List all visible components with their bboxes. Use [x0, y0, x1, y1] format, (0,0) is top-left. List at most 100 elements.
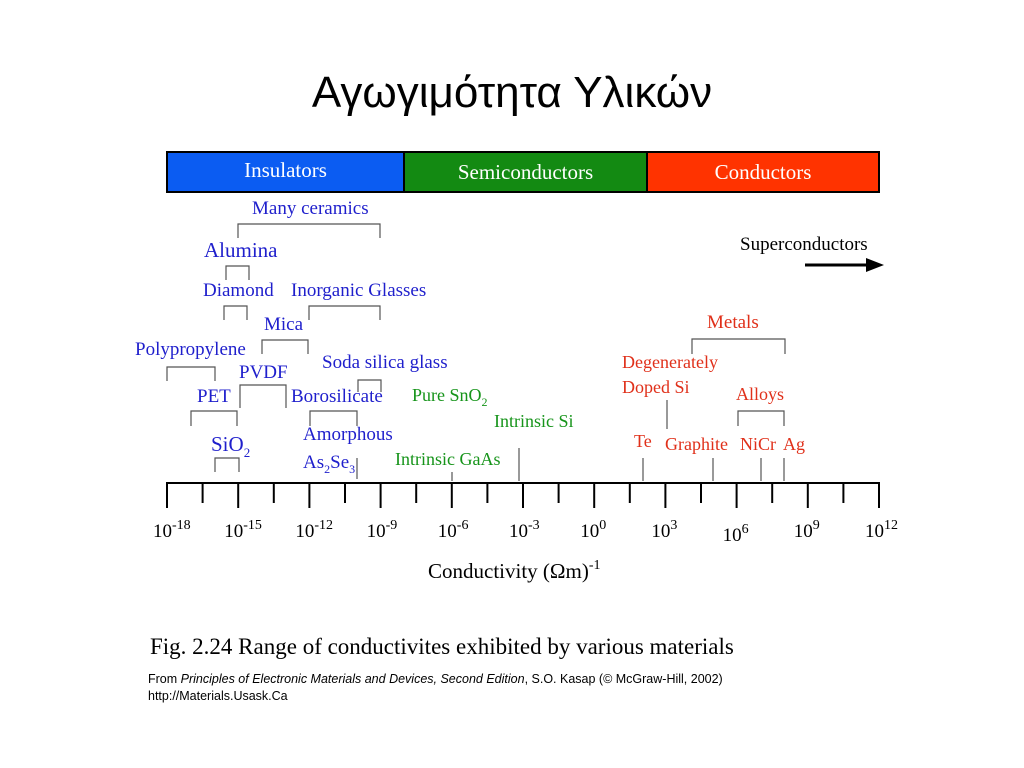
bracket-pvdf — [239, 384, 287, 408]
conductor-brackets — [642, 338, 786, 481]
axis-tick-base: 10 — [224, 521, 243, 542]
label-as2se3: As2Se3 — [303, 452, 355, 476]
label-metals: Metals — [707, 312, 759, 333]
axis-tick-base: 10 — [367, 521, 386, 542]
axis-tick-base: 10 — [438, 521, 457, 542]
label-pet: PET — [197, 386, 231, 407]
axis-tick-base: 10 — [153, 521, 172, 542]
axis-tick-label: 109 — [794, 518, 820, 542]
axis-tick-label: 10-3 — [509, 518, 540, 542]
axis-tick-exponent: 6 — [742, 522, 749, 537]
source-book: Principles of Electronic Materials and D… — [180, 672, 525, 686]
axis-tick-exponent: -6 — [457, 518, 469, 533]
bracket-borosilicate — [309, 410, 358, 426]
label-sio2-sub: 2 — [244, 445, 251, 460]
axis-tick-label: 10-9 — [367, 518, 398, 542]
bracket-soda-silica — [357, 379, 382, 392]
label-superconductors: Superconductors — [740, 234, 868, 255]
label-amorphous: Amorphous — [303, 424, 393, 445]
label-degenerately: Degenerately — [622, 352, 718, 372]
axis-tick-exponent: -3 — [528, 518, 540, 533]
bracket-pet — [190, 410, 238, 426]
label-diamond: Diamond — [203, 280, 274, 301]
axis-tick-label: 10-6 — [438, 518, 469, 542]
label-many-ceramics: Many ceramics — [252, 198, 369, 219]
category-bands: Insulators Semiconductors Conductors — [166, 151, 880, 193]
label-polypropylene: Polypropylene — [135, 339, 246, 360]
conductivity-axis: 10-18 10-15 10-12 10-9 10-6 10-3 100 103 106 109 1… — [153, 482, 898, 583]
label-pvdf: PVDF — [239, 362, 288, 383]
band-conductors: Conductors — [648, 153, 878, 191]
axis-ticks — [166, 483, 880, 508]
insulator-brackets — [166, 223, 382, 479]
bracket-diamond — [223, 305, 248, 320]
source-url: http://Materials.Usask.Ca — [148, 689, 288, 703]
axis-tick-base: 10 — [295, 521, 314, 542]
conductor-labels: Metals Degenerately Doped Si Alloys Te G… — [622, 312, 805, 454]
axis-tick-label: 106 — [723, 522, 749, 546]
band-conductors-label: Conductors — [714, 159, 812, 184]
bracket-alloys — [737, 410, 785, 426]
axis-tick-base: 10 — [723, 525, 742, 546]
slide-title: Αγωγιμότητα Υλικών — [311, 68, 713, 117]
label-mica: Mica — [264, 314, 304, 335]
band-semiconductors: Semiconductors — [405, 153, 648, 191]
label-ag: Ag — [783, 434, 805, 454]
label-doped-si: Doped Si — [622, 377, 690, 397]
semiconductor-markers — [451, 448, 520, 481]
axis-tick-label: 10-15 — [224, 518, 262, 542]
label-intrinsic-si: Intrinsic Si — [494, 411, 574, 431]
label-pure-sno2: Pure SnO2 — [412, 385, 488, 409]
label-borosilicate: Borosilicate — [291, 386, 383, 407]
source-prefix: From — [148, 672, 181, 686]
band-semiconductors-label: Semiconductors — [457, 159, 594, 184]
axis-tick-label: 100 — [580, 518, 606, 542]
bracket-mica — [261, 339, 309, 354]
figure-caption: Fig. 2.24 Range of conductivites exhibit… — [150, 634, 734, 659]
label-sio2: SiO2 — [211, 432, 250, 460]
axis-tick-base: 10 — [865, 521, 884, 542]
label-alumina: Alumina — [204, 238, 278, 262]
axis-title: Conductivity (Ωm)-1 — [428, 558, 601, 583]
label-as2se3-sub1: 2 — [324, 462, 330, 476]
axis-tick-exponent: 9 — [813, 518, 820, 533]
source-suffix: , S.O. Kasap (© McGraw-Hill, 2002) — [524, 672, 723, 686]
source-citation: From Principles of Electronic Materials … — [148, 671, 723, 705]
axis-tick-exponent: 3 — [670, 518, 677, 533]
band-insulators: Insulators — [168, 153, 405, 191]
label-as2se3-sub2: 3 — [349, 462, 355, 476]
label-nicr: NiCr — [740, 434, 776, 454]
bracket-sio2 — [214, 457, 240, 472]
axis-tick-exponent: 12 — [884, 518, 898, 533]
label-as2se3-b: Se — [330, 452, 349, 473]
label-pure-sno2-sub: 2 — [482, 395, 488, 409]
semiconductor-labels: Pure SnO2 Intrinsic Si Intrinsic GaAs — [395, 385, 574, 469]
axis-title-exponent: -1 — [589, 558, 601, 573]
source-line: From Principles of Electronic Materials … — [148, 671, 723, 688]
band-insulators-label: Insulators — [244, 158, 327, 182]
axis-tick-exponent: -15 — [243, 518, 262, 533]
label-pure-sno2-base: Pure SnO — [412, 385, 482, 405]
bracket-polypropylene — [166, 366, 216, 381]
label-inorganic-glasses: Inorganic Glasses — [291, 280, 426, 301]
axis-tick-exponent: -12 — [314, 518, 333, 533]
label-soda-silica-glass: Soda silica glass — [322, 352, 448, 373]
label-te: Te — [634, 431, 652, 451]
label-graphite: Graphite — [665, 434, 728, 454]
axis-title-main: Conductivity (Ωm) — [428, 559, 589, 583]
axis-tick-base: 10 — [794, 521, 813, 542]
label-alloys: Alloys — [736, 384, 784, 404]
axis-tick-label: 10-18 — [153, 518, 191, 542]
bracket-inorganic-glasses — [308, 305, 381, 320]
axis-tick-base: 10 — [509, 521, 528, 542]
label-sio2-base: SiO — [211, 432, 244, 456]
axis-tick-base: 10 — [580, 521, 599, 542]
axis-tick-label: 103 — [651, 518, 677, 542]
bracket-metals — [691, 338, 786, 354]
bracket-alumina — [225, 265, 250, 280]
superconductors-arrow — [805, 258, 884, 272]
axis-tick-labels: 10-18 10-15 10-12 10-9 10-6 10-3 100 103 106 109 1… — [153, 518, 898, 546]
axis-tick-exponent: 0 — [599, 518, 606, 533]
axis-tick-exponent: -9 — [386, 518, 398, 533]
